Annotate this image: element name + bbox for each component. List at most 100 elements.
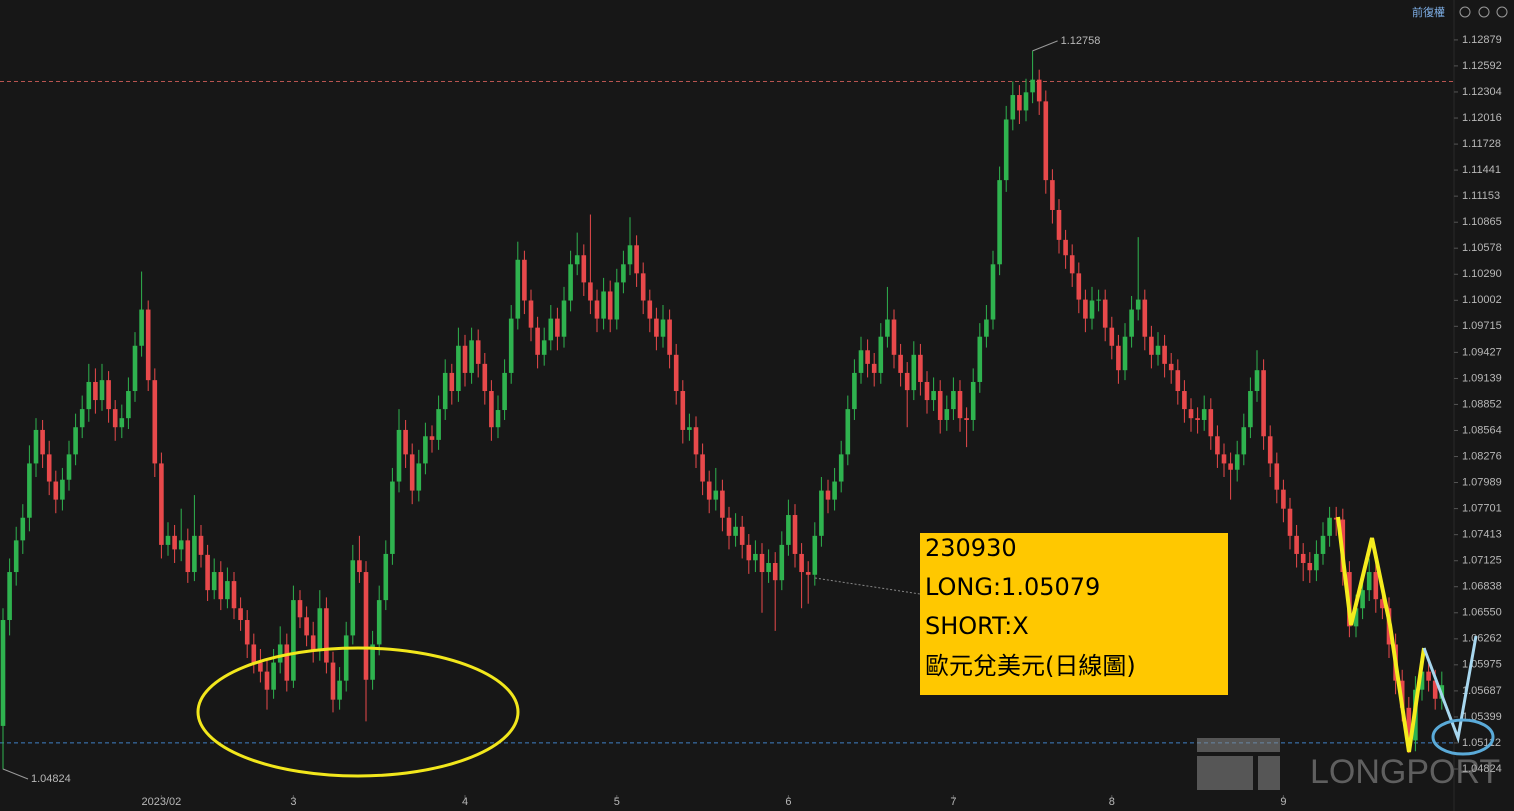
highlight-ellipse	[196, 646, 520, 778]
candle-body	[508, 318, 514, 373]
wave-path	[1336, 516, 1426, 753]
candle-body	[1426, 671, 1431, 681]
candle-body	[330, 662, 336, 700]
candle-body	[456, 345, 461, 392]
candle-body	[152, 380, 158, 464]
y-tick-label: 1.12304	[1462, 86, 1502, 98]
candle-body	[660, 319, 666, 337]
candle-body	[944, 409, 950, 420]
extreme-label: 1.12758	[1061, 35, 1101, 47]
candle-body	[1089, 300, 1095, 319]
y-tick-label: 1.09427	[1462, 346, 1502, 358]
candle-body	[46, 454, 52, 482]
note-line: 230930	[925, 534, 1017, 562]
candle-body	[871, 363, 877, 373]
extreme-leader	[1032, 40, 1058, 52]
y-tick-label: 1.10290	[1462, 268, 1502, 280]
logo-block	[1197, 756, 1253, 790]
candle-body	[1083, 299, 1088, 319]
candle-body	[667, 319, 672, 355]
projection-path	[1422, 635, 1478, 744]
note-line: SHORT:X	[925, 612, 1029, 640]
candle-body	[291, 600, 296, 681]
candle-body	[918, 354, 923, 382]
candle-body	[528, 300, 534, 328]
candle-body	[1360, 590, 1365, 609]
candle-body	[251, 644, 257, 663]
candle-body	[1109, 327, 1115, 346]
candle-body	[211, 572, 217, 591]
logo-block	[1258, 756, 1280, 790]
candle-body	[198, 535, 204, 555]
y-tick-label: 1.05975	[1462, 659, 1502, 671]
candle-body	[449, 372, 455, 392]
candle-body	[977, 336, 983, 382]
candle-body	[535, 327, 540, 355]
y-tick-label: 1.08276	[1462, 450, 1502, 462]
y-tick-label: 1.06550	[1462, 607, 1502, 619]
candle-body	[772, 562, 778, 581]
candle-body	[1135, 299, 1141, 310]
candle-body	[838, 454, 844, 482]
candle-body	[1069, 255, 1075, 274]
candle-body	[898, 354, 903, 373]
candle-body	[673, 354, 679, 392]
candle-body	[1155, 345, 1161, 355]
candle-body	[1036, 79, 1042, 102]
candle-body	[0, 620, 6, 726]
note-line: 歐元兌美元(日線圖)	[925, 652, 1136, 680]
note-leader	[814, 577, 921, 595]
x-tick-label: 8	[1109, 796, 1115, 808]
adjust-toggle[interactable]: 前復權	[1412, 5, 1445, 19]
candle-body	[1274, 463, 1280, 490]
undo-button[interactable]	[1459, 6, 1471, 18]
candle-body	[436, 409, 441, 440]
candle-body	[409, 454, 415, 491]
candle-body	[126, 391, 131, 419]
candle-body	[1221, 454, 1227, 464]
candle-body	[700, 454, 705, 482]
x-tick-label: 4	[462, 796, 468, 808]
candle-body	[20, 517, 26, 541]
candle-body	[1129, 309, 1134, 337]
y-tick-label: 1.12016	[1462, 112, 1502, 124]
candle-body	[172, 535, 177, 550]
candle-body	[423, 436, 428, 464]
candle-body	[112, 409, 118, 428]
candle-body	[1261, 370, 1266, 437]
candle-body	[588, 282, 593, 301]
candle-body	[238, 608, 243, 621]
candle-body	[1406, 707, 1412, 741]
candle-body	[60, 479, 65, 500]
candle-body	[1063, 239, 1068, 256]
candle-body	[324, 608, 329, 663]
y-tick-label: 1.10578	[1462, 242, 1502, 254]
candle-body	[1017, 95, 1022, 111]
candle-body	[310, 635, 316, 650]
candle-body	[264, 671, 270, 690]
candle-body	[951, 391, 956, 410]
candle-body	[1030, 79, 1035, 93]
y-tick-label: 1.06262	[1462, 633, 1502, 645]
y-tick-label: 1.07701	[1462, 503, 1502, 515]
candle-body	[1215, 436, 1220, 455]
candle-body	[594, 300, 600, 319]
candle-body	[805, 572, 811, 575]
candle-body	[1050, 180, 1055, 210]
y-tick-label: 1.12879	[1462, 34, 1502, 46]
y-tick-label: 1.10865	[1462, 216, 1502, 228]
candle-body	[73, 427, 78, 455]
zoom-out-button[interactable]	[1478, 6, 1490, 18]
y-tick-label: 1.05687	[1462, 685, 1502, 697]
zoom-in-button[interactable]	[1496, 6, 1508, 18]
candle-body	[1056, 209, 1062, 240]
candle-body	[634, 245, 639, 274]
candle-body	[343, 635, 349, 681]
candle-body	[489, 391, 494, 428]
logo-bar	[1197, 738, 1280, 752]
candle-body	[277, 644, 283, 663]
candle-body	[746, 544, 752, 561]
y-tick-label: 1.11153	[1462, 190, 1500, 202]
candle-body	[93, 381, 98, 401]
